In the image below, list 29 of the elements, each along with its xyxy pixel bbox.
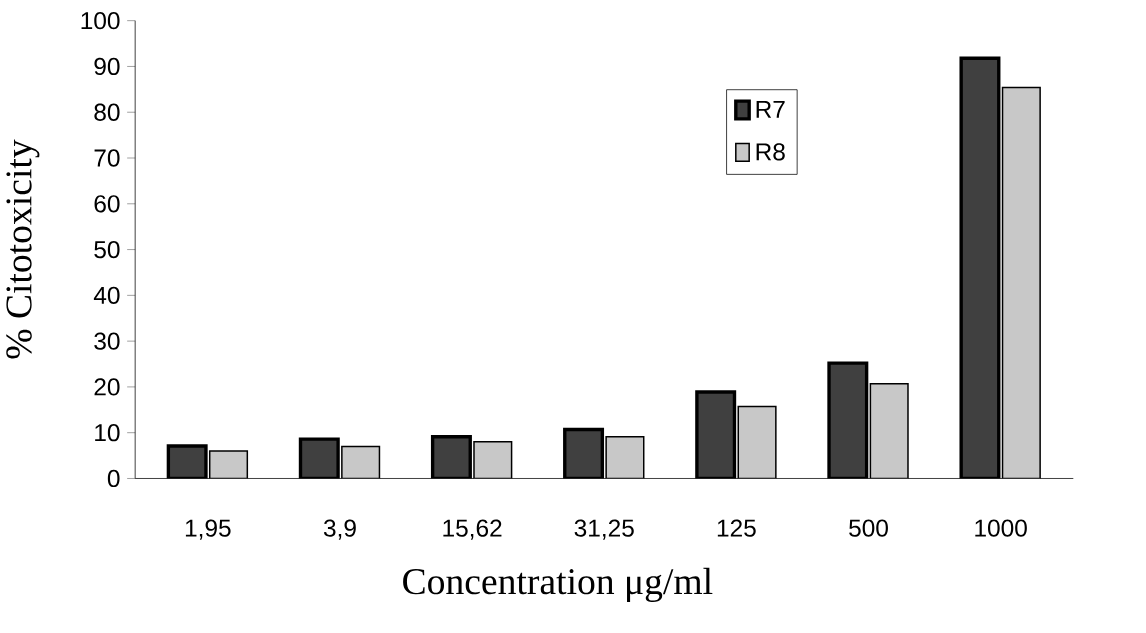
legend-label: R7 [756, 101, 785, 118]
y-tick-label: 30 [94, 332, 120, 350]
x-tick-label: 1000 [975, 519, 1027, 537]
x-tick-label: 31,25 [574, 519, 634, 540]
x-tick-label: 15,62 [443, 519, 502, 540]
x-tick-label: 1,95 [185, 519, 231, 540]
x-tick-label: 125 [717, 519, 756, 537]
bar [869, 383, 909, 479]
y-tick-label: 90 [94, 57, 120, 76]
bar [1001, 86, 1041, 479]
y-tick-label: 0 [107, 469, 120, 488]
y-tick-label: 80 [94, 103, 120, 122]
y-axis-title: % Citotoxicity [6, 139, 40, 359]
bar [341, 445, 381, 479]
y-tick-label: 40 [93, 286, 120, 305]
x-axis-title: Concentration μg/ml [403, 568, 713, 603]
y-tick-label: 50 [94, 241, 120, 259]
x-tick-label: 500 [849, 519, 888, 537]
y-tick-label: 20 [94, 378, 120, 396]
y-tick-label: 10 [95, 424, 120, 442]
bar [473, 441, 513, 479]
bar [605, 436, 645, 479]
bar [208, 450, 249, 479]
y-tick-label: 100 [81, 12, 120, 30]
legend-label: R8 [756, 143, 785, 161]
bar [737, 406, 777, 479]
y-tick-label: 60 [94, 195, 120, 213]
x-tick-label: 3,9 [323, 519, 356, 540]
y-tick-label: 70 [94, 149, 120, 167]
